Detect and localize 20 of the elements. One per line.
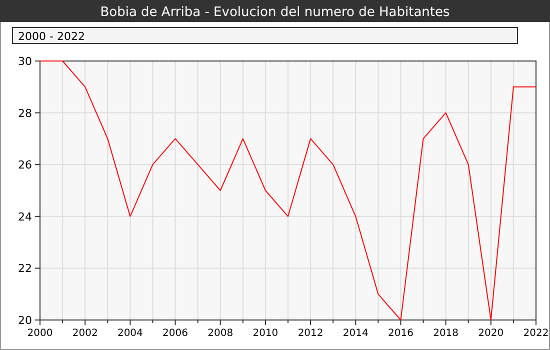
x-tick-label: 2020 — [478, 328, 504, 339]
y-tick-label: 26 — [18, 158, 32, 172]
x-tick-label: 2008 — [208, 328, 234, 339]
x-tick-label: 2000 — [27, 328, 53, 339]
x-tick-label: 2016 — [388, 328, 414, 339]
x-tick-label: 2010 — [252, 328, 278, 339]
x-tick-label: 2002 — [72, 328, 98, 339]
chart-title: Bobia de Arriba - Evolucion del numero de Habitantes — [100, 5, 450, 20]
y-tick-label: 22 — [18, 262, 32, 276]
x-tick-label: 2014 — [342, 328, 368, 339]
y-tick-label: 28 — [18, 106, 32, 120]
x-tick-label: 2006 — [162, 328, 188, 339]
y-tick-label: 20 — [18, 314, 32, 327]
x-tick-label: 2012 — [298, 328, 324, 339]
x-tick-label: 2018 — [433, 328, 459, 339]
x-tick-label: 2022 — [523, 328, 549, 339]
x-tick-label: 2004 — [117, 328, 143, 339]
y-tick-label: 24 — [18, 210, 32, 224]
y-tick-label: 30 — [18, 55, 32, 68]
chart-subtitle: 2000 - 2022 — [18, 30, 85, 43]
